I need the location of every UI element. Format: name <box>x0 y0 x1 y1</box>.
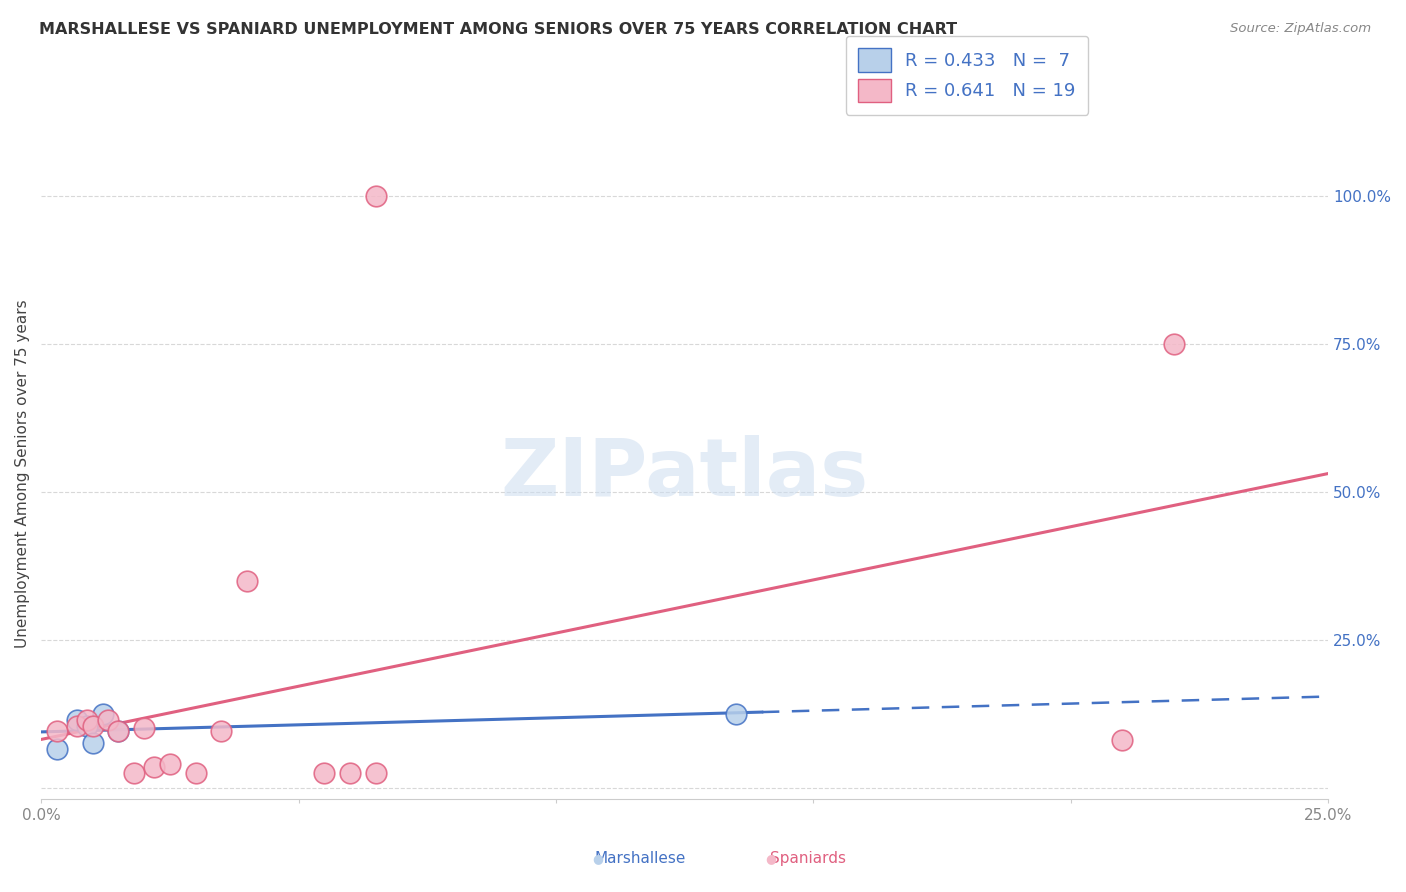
Point <box>45 742 67 756</box>
Point <box>122 765 145 780</box>
Text: MARSHALLESE VS SPANIARD UNEMPLOYMENT AMONG SENIORS OVER 75 YEARS CORRELATION CHA: MARSHALLESE VS SPANIARD UNEMPLOYMENT AMO… <box>39 22 957 37</box>
Point <box>107 724 129 739</box>
Point <box>364 765 387 780</box>
Text: Source: ZipAtlas.com: Source: ZipAtlas.com <box>1230 22 1371 36</box>
Point <box>66 713 89 727</box>
Point <box>97 713 120 727</box>
Point <box>132 722 155 736</box>
Text: ZIPatlas: ZIPatlas <box>501 435 869 513</box>
Point <box>66 718 89 732</box>
Point <box>339 765 361 780</box>
Text: ●: ● <box>592 852 603 864</box>
Text: Marshallese: Marshallese <box>595 851 685 865</box>
Point <box>76 713 98 727</box>
Point <box>314 765 336 780</box>
Point <box>725 706 748 721</box>
Point <box>184 765 207 780</box>
Point <box>82 718 104 732</box>
Point <box>1111 733 1133 747</box>
Point <box>76 718 98 732</box>
Point <box>1163 337 1185 351</box>
Text: Spaniards: Spaniards <box>770 851 846 865</box>
Point <box>82 736 104 750</box>
Point <box>45 724 67 739</box>
Point <box>364 189 387 203</box>
Legend: R = 0.433   N =  7, R = 0.641   N = 19: R = 0.433 N = 7, R = 0.641 N = 19 <box>845 36 1088 115</box>
Point <box>159 756 181 771</box>
Y-axis label: Unemployment Among Seniors over 75 years: Unemployment Among Seniors over 75 years <box>15 300 30 648</box>
Point <box>209 724 232 739</box>
Point <box>91 706 114 721</box>
Point <box>107 724 129 739</box>
Point <box>236 574 259 588</box>
Text: ●: ● <box>765 852 776 864</box>
Point <box>143 760 166 774</box>
